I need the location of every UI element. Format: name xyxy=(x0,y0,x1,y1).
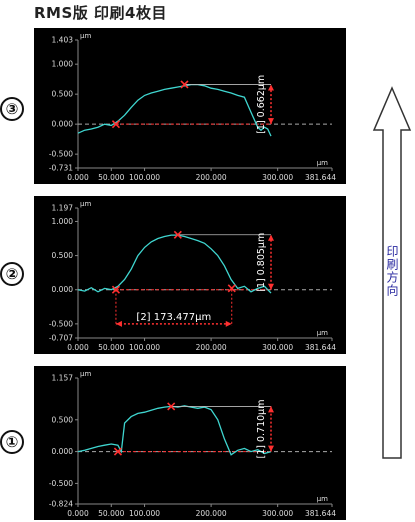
y-tick-label: 0.500 xyxy=(52,415,74,424)
point-marker xyxy=(113,447,122,456)
x-tick-label: 381.644 xyxy=(305,173,336,182)
y-tick-label: 0.500 xyxy=(52,251,74,260)
point-marker xyxy=(167,402,176,411)
height-measure-label: [1] 0.805μm xyxy=(256,233,267,292)
x-tick-label: 0.000 xyxy=(67,173,89,182)
x-tick-label: 200.000 xyxy=(196,343,227,352)
height-arrow-bottom xyxy=(268,445,275,452)
point-marker xyxy=(111,120,121,129)
marker-stroke xyxy=(111,120,121,129)
y-tick-label: 1.000 xyxy=(52,60,74,69)
x-tick-label: 100.000 xyxy=(129,509,160,518)
x-tick-label: 0.000 xyxy=(67,343,89,352)
x-tick-label: 0.000 xyxy=(67,509,89,518)
x-unit-label: μm xyxy=(317,495,328,503)
panel-badge-2: ② xyxy=(0,262,24,286)
x-unit-label: μm xyxy=(317,159,328,167)
x-tick-label: 200.000 xyxy=(196,509,227,518)
panel-badge-1: ① xyxy=(0,430,24,454)
y-tick-label: -0.731 xyxy=(49,164,73,173)
y-tick-label: 0.000 xyxy=(52,120,74,129)
x-unit-label: μm xyxy=(317,329,328,337)
y-tick-label: 0.000 xyxy=(52,447,74,456)
marker-stroke xyxy=(180,80,189,89)
profile-series-line xyxy=(77,83,272,137)
y-tick-label: -0.707 xyxy=(49,334,73,343)
width-arrow-right xyxy=(225,320,232,327)
chart-background xyxy=(34,196,346,354)
marker-stroke xyxy=(173,230,182,239)
y-unit-label: μm xyxy=(80,370,91,378)
height-arrow-top xyxy=(268,234,275,241)
x-tick-label: 200.000 xyxy=(196,173,227,182)
marker-stroke xyxy=(113,447,122,456)
y-tick-label: -0.500 xyxy=(49,319,73,328)
x-tick-label: 100.000 xyxy=(129,173,160,182)
y-tick-label: 0.500 xyxy=(52,90,74,99)
x-tick-label: 50.000 xyxy=(98,343,124,352)
x-tick-label: 381.644 xyxy=(305,343,336,352)
marker-stroke xyxy=(227,284,236,293)
marker-stroke xyxy=(167,402,176,411)
x-tick-label: 300.000 xyxy=(262,343,293,352)
width-measure-label: [2] 173.477μm xyxy=(136,312,211,323)
print-direction-label: 印刷方向 xyxy=(385,245,399,297)
up-arrow-icon xyxy=(372,86,412,459)
height-arrow-top xyxy=(268,406,275,413)
y-tick-label: -0.824 xyxy=(49,500,73,509)
point-marker xyxy=(173,230,182,239)
chart-background xyxy=(34,28,346,184)
profile-series-line xyxy=(77,234,272,294)
width-arrow-left xyxy=(115,320,122,327)
x-tick-label: 381.644 xyxy=(305,509,336,518)
x-tick-label: 100.000 xyxy=(129,343,160,352)
y-tick-label: -0.500 xyxy=(49,150,73,159)
height-arrow-top xyxy=(268,84,275,91)
y-tick-label: 1.157 xyxy=(52,374,74,383)
x-tick-label: 300.000 xyxy=(262,509,293,518)
chart-background xyxy=(34,366,346,520)
panel-badge-3: ③ xyxy=(0,97,24,121)
profile-chart-3: μmμm1.4031.0000.5000.000-0.500-0.7310.00… xyxy=(34,28,346,184)
y-tick-label: -0.500 xyxy=(49,479,73,488)
profile-chart-2: μmμm1.1971.0000.5000.000-0.500-0.7070.00… xyxy=(34,196,346,354)
y-unit-label: μm xyxy=(80,200,91,208)
page-title: RMS版 印刷4枚目 xyxy=(34,4,167,22)
y-tick-label: 1.197 xyxy=(52,204,74,213)
marker-stroke xyxy=(111,285,121,294)
point-marker xyxy=(111,285,121,294)
x-tick-label: 50.000 xyxy=(98,509,124,518)
print-direction-arrow xyxy=(372,86,412,462)
height-measure-label: [1] 0.662μm xyxy=(256,75,267,134)
y-tick-label: 0.000 xyxy=(52,285,74,294)
height-arrow-bottom xyxy=(268,118,275,125)
y-unit-label: μm xyxy=(80,32,91,40)
y-tick-label: 1.000 xyxy=(52,217,74,226)
x-tick-label: 300.000 xyxy=(262,173,293,182)
point-marker xyxy=(227,284,236,293)
x-tick-label: 50.000 xyxy=(98,173,124,182)
point-marker xyxy=(180,80,189,89)
y-tick-label: 1.403 xyxy=(52,36,74,45)
height-arrow-bottom xyxy=(268,283,275,290)
height-measure-label: [1] 0.710μm xyxy=(256,400,267,459)
